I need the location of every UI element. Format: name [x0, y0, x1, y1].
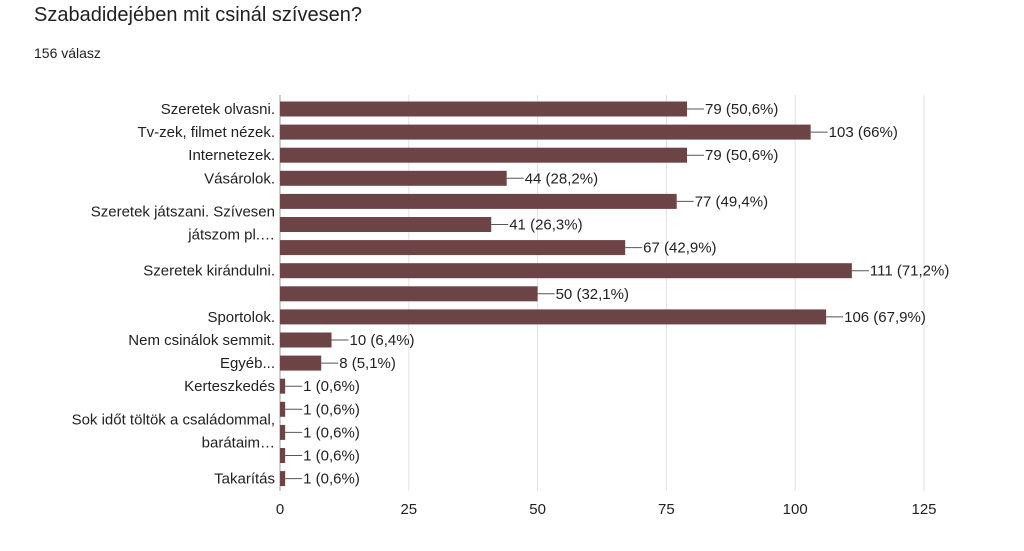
bar [280, 240, 626, 256]
value-label: 77 (49,4%) [695, 193, 768, 210]
value-label: 1 (0,6%) [303, 378, 360, 395]
value-label: 111 (71,2%) [870, 263, 950, 280]
bar [280, 263, 852, 279]
bar [280, 193, 677, 209]
value-label: 44 (28,2%) [525, 170, 598, 187]
bars [280, 101, 852, 487]
question-title: Szabadidejében mit csinál szívesen? [34, 4, 362, 26]
value-label: 50 (32,1%) [556, 286, 629, 303]
bar [280, 471, 286, 487]
value-label: 79 (50,6%) [705, 147, 778, 164]
response-count: 156 válasz [34, 45, 101, 61]
bar [280, 448, 286, 463]
category-labels: Szeretek olvasni. Tv-zek, filmet nézek. In… [72, 101, 275, 488]
x-tick-label: 125 [911, 501, 936, 518]
value-labels: 79 (50,6%) 103 (66%) 79 (50,6%) 44 (28,2%) 7… [285, 101, 949, 488]
value-label: 1 (0,6%) [303, 424, 360, 441]
value-label: 8 (5,1%) [339, 355, 396, 372]
bar [280, 217, 492, 232]
x-tick-label: 75 [658, 501, 675, 518]
value-label: 1 (0,6%) [303, 471, 360, 488]
category-label: Egyéb... [220, 355, 275, 372]
value-label: 79 (50,6%) [705, 101, 778, 118]
category-label: Szeretek kirándulni. [143, 263, 275, 280]
category-label: Nem csinálok semmit. [128, 332, 275, 349]
category-label: Vásárolok. [204, 170, 275, 187]
bar [280, 147, 688, 163]
category-label: Sportolok. [207, 309, 275, 326]
x-tick-label: 25 [400, 501, 417, 518]
category-label: Sok időt töltök a családommal, barátaim… [72, 411, 275, 451]
value-label: 10 (6,4%) [350, 332, 415, 349]
bar [280, 309, 827, 325]
x-tick-label: 50 [529, 501, 546, 518]
bar [280, 170, 507, 186]
bar [280, 401, 286, 417]
category-label: Szeretek olvasni. [161, 101, 275, 118]
category-label: Tv-zek, filmet nézek. [137, 124, 275, 141]
value-label: 106 (67,9%) [844, 309, 926, 326]
value-label: 103 (66%) [829, 124, 898, 141]
bar [280, 378, 286, 394]
bar [280, 424, 286, 440]
bar [280, 286, 538, 302]
bar [280, 124, 811, 140]
value-label: 1 (0,6%) [303, 401, 360, 418]
value-label: 1 (0,6%) [303, 448, 360, 465]
category-label: Takarítás [214, 471, 275, 488]
category-label: Kerteszkedés [184, 378, 275, 395]
x-axis: 0 25 50 75 100 125 [276, 501, 937, 518]
category-label: Internetezek. [188, 147, 275, 164]
value-label: 41 (26,3%) [509, 217, 582, 234]
x-tick-label: 100 [783, 501, 808, 518]
bar [280, 332, 332, 348]
category-label: Szeretek játszani. Szívesen játszom pl.… [91, 203, 275, 243]
bar [280, 101, 688, 117]
x-tick-label: 0 [276, 501, 284, 518]
bar [280, 355, 322, 371]
value-label: 67 (42,9%) [643, 240, 716, 257]
